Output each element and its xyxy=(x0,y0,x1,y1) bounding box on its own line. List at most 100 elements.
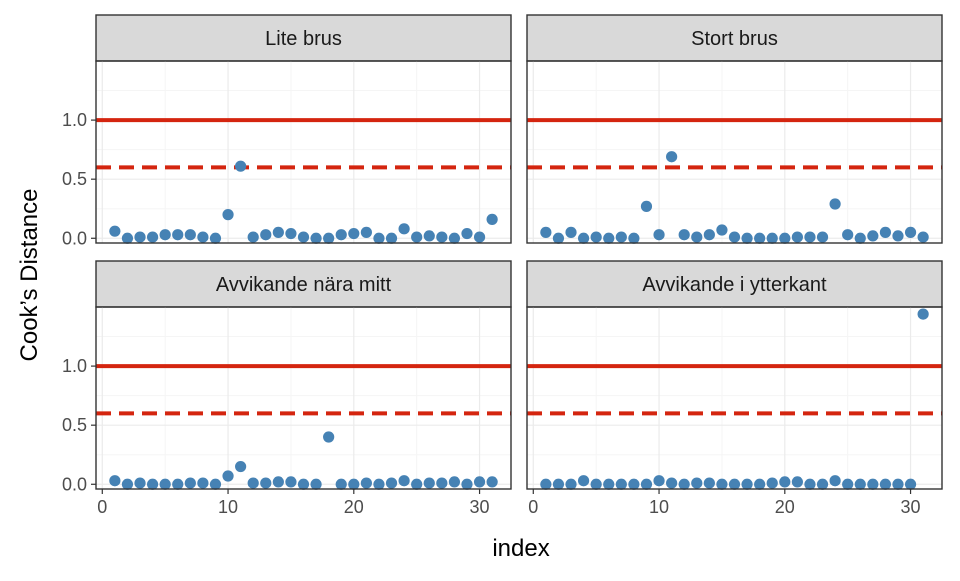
data-point xyxy=(411,478,423,490)
x-tick-label: 0 xyxy=(528,497,538,517)
data-point xyxy=(565,478,577,490)
data-point xyxy=(360,477,372,489)
data-point xyxy=(197,477,209,489)
data-point xyxy=(741,232,753,244)
panel-border xyxy=(95,60,512,244)
data-point xyxy=(628,478,640,490)
data-point xyxy=(209,478,222,490)
facet-title: Avvikande i ytterkant xyxy=(642,274,827,296)
data-point xyxy=(716,224,728,236)
data-point xyxy=(791,231,803,243)
facet-title: Avvikande nära mitt xyxy=(216,274,392,296)
data-point xyxy=(577,232,590,244)
facet-strip-4 xyxy=(526,260,943,308)
data-point xyxy=(829,475,841,487)
data-point xyxy=(297,231,310,243)
data-point xyxy=(473,231,486,243)
x-axis-title: index xyxy=(492,535,549,562)
data-point xyxy=(879,226,892,238)
panel-border xyxy=(95,306,512,490)
data-point xyxy=(779,232,791,244)
y-tick-label: 0.0 xyxy=(62,474,87,494)
data-point xyxy=(134,231,146,243)
data-point xyxy=(615,231,627,243)
facet-strip-2 xyxy=(526,14,943,62)
data-point xyxy=(816,478,829,490)
facet-title: Lite brus xyxy=(265,28,342,50)
data-point xyxy=(640,200,653,212)
data-point xyxy=(804,478,816,490)
data-point xyxy=(335,478,347,490)
data-point xyxy=(323,232,335,244)
data-point xyxy=(766,232,778,244)
data-point xyxy=(109,475,121,487)
data-point xyxy=(565,226,577,238)
data-point xyxy=(310,478,322,490)
data-point xyxy=(360,226,372,238)
data-point xyxy=(653,229,665,241)
data-point xyxy=(348,227,360,240)
data-point xyxy=(348,478,360,490)
data-point xyxy=(540,478,552,490)
data-point xyxy=(385,232,398,244)
data-point xyxy=(247,477,259,489)
data-point xyxy=(615,478,627,490)
data-point xyxy=(373,478,385,490)
data-point xyxy=(879,478,892,490)
data-point xyxy=(892,478,904,490)
data-point xyxy=(666,151,678,163)
data-point xyxy=(146,231,159,243)
x-tick-label: 10 xyxy=(649,497,669,517)
data-point xyxy=(260,229,272,241)
data-point xyxy=(628,232,640,244)
data-point xyxy=(323,431,335,443)
x-tick-label: 10 xyxy=(218,497,238,517)
data-point xyxy=(552,232,565,244)
data-point xyxy=(235,160,247,172)
data-point xyxy=(385,477,398,489)
data-point xyxy=(121,478,134,490)
data-point xyxy=(842,478,854,490)
panel-border xyxy=(526,60,943,244)
y-tick-label: 1.0 xyxy=(62,356,87,376)
data-point xyxy=(209,232,222,244)
data-point xyxy=(854,478,866,490)
data-point xyxy=(134,477,146,489)
y-tick-label: 0.5 xyxy=(62,415,87,435)
data-point xyxy=(678,478,690,490)
data-point xyxy=(691,477,703,489)
facet-strip-1 xyxy=(95,14,512,62)
x-tick-label: 30 xyxy=(901,497,921,517)
data-point xyxy=(804,231,816,243)
data-point xyxy=(159,478,171,490)
data-point xyxy=(184,477,196,489)
x-tick-label: 0 xyxy=(97,497,107,517)
data-point xyxy=(779,476,791,488)
y-tick-label: 0.5 xyxy=(62,169,87,189)
data-point xyxy=(285,476,297,488)
data-point xyxy=(917,231,929,243)
data-point xyxy=(423,230,435,242)
data-point xyxy=(766,477,778,489)
data-point xyxy=(741,478,753,490)
data-point xyxy=(297,478,310,490)
data-point xyxy=(603,232,615,244)
data-point xyxy=(260,477,272,489)
data-point xyxy=(172,229,184,241)
data-point xyxy=(423,477,435,489)
data-point xyxy=(678,229,690,241)
data-point xyxy=(398,475,410,487)
data-point xyxy=(121,232,134,244)
data-point xyxy=(590,478,602,490)
data-point xyxy=(109,225,121,237)
y-tick-label: 0.0 xyxy=(62,228,87,248)
data-point xyxy=(411,231,423,243)
data-point xyxy=(829,198,841,210)
data-point xyxy=(728,478,741,490)
data-point xyxy=(590,231,602,243)
data-point xyxy=(285,227,297,240)
data-point xyxy=(159,229,171,241)
data-point xyxy=(272,226,284,238)
data-point xyxy=(904,478,917,490)
